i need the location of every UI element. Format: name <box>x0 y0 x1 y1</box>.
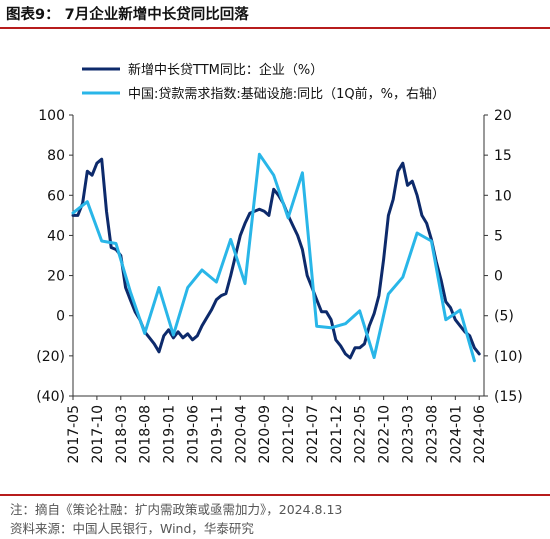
title-rule <box>0 27 550 29</box>
series-line-enterprise-loans <box>71 157 481 360</box>
figure-title: 图表9： 7月企业新增中长贷同比回落 <box>6 7 249 23</box>
left-tick-label: 40 <box>47 228 65 244</box>
x-tick-label: 2021-02 <box>281 405 297 464</box>
legend-label-enterprise-loans: 新增中长贷TTM同比：企业（%） <box>128 62 323 78</box>
x-tick-label: 2024-06 <box>472 405 488 464</box>
x-tick-label: 2020-04 <box>233 405 249 464</box>
x-tick-label: 2019-11 <box>209 405 225 464</box>
chart-axes: 100 80 60 40 20 0 (20) (40) 20 15 10 5 0 (5) (10) (15) 2… <box>36 108 523 464</box>
x-tick-label: 2020-09 <box>257 405 273 464</box>
x-tick-label: 2021-12 <box>329 405 345 464</box>
series-layer <box>71 152 481 363</box>
left-tick-label: 60 <box>47 188 65 204</box>
x-tick-label: 2022-05 <box>353 405 369 464</box>
left-tick-label: (20) <box>36 349 65 365</box>
right-tick-label: (15) <box>494 389 523 405</box>
legend-label-infrastructure-demand: 中国:贷款需求指数:基础设施:同比（1Q前，%，右轴） <box>128 86 445 102</box>
right-tick-label: 0 <box>494 269 503 285</box>
chart-legend: 新增中长贷TTM同比：企业（%） 中国:贷款需求指数:基础设施:同比（1Q前，%… <box>82 62 445 102</box>
x-tick-label: 2019-01 <box>162 405 178 464</box>
footer-rule <box>0 494 550 496</box>
right-tick-label: (5) <box>494 309 514 325</box>
right-tick-label: 10 <box>494 188 512 204</box>
left-tick-label: 0 <box>56 309 65 325</box>
x-tick-label: 2024-01 <box>448 405 464 464</box>
series-line-infrastructure-demand <box>71 152 476 363</box>
line-chart: 100 80 60 40 20 0 (20) (40) 20 15 10 5 0 (5) (10) (15) 2… <box>36 62 523 464</box>
x-tick-label: 2018-08 <box>138 405 154 464</box>
x-tick-label: 2018-03 <box>114 405 130 464</box>
left-tick-label: 20 <box>47 269 65 285</box>
left-tick-label: 100 <box>38 108 65 124</box>
x-tick-label: 2017-10 <box>90 405 106 464</box>
right-tick-label: 5 <box>494 228 503 244</box>
right-tick-label: 15 <box>494 148 512 164</box>
x-tick-label: 2022-10 <box>377 405 393 464</box>
right-tick-label: (10) <box>494 349 523 365</box>
x-tick-label: 2023-03 <box>401 405 417 464</box>
x-tick-label: 2021-07 <box>305 405 321 464</box>
x-tick-label: 2017-05 <box>66 405 82 464</box>
x-tick-label: 2019-06 <box>185 405 201 464</box>
left-tick-label: 80 <box>47 148 65 164</box>
right-tick-label: 20 <box>494 108 512 124</box>
source-note: 资料来源：中国人民银行，Wind，华泰研究 <box>10 521 254 536</box>
left-tick-label: (40) <box>36 389 65 405</box>
footnote: 注：摘自《策论社融：扩内需政策或亟需加力》，2024.8.13 <box>10 502 343 517</box>
x-tick-label: 2023-08 <box>424 405 440 464</box>
